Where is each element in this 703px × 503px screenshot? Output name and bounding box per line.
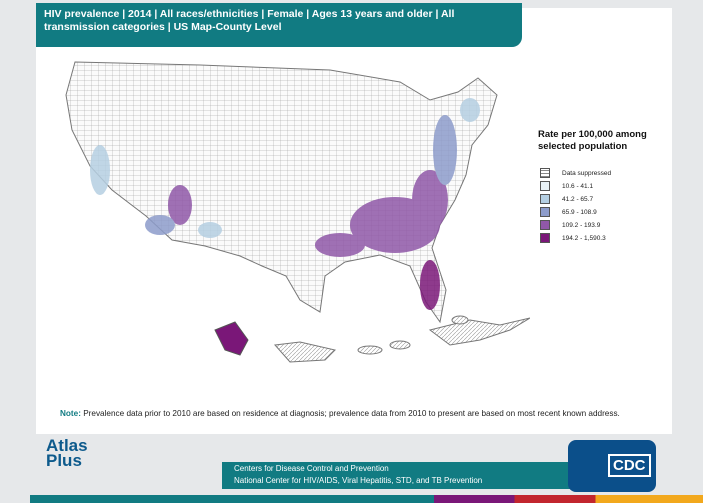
- alaska: [428, 317, 530, 346]
- note: Note: Prevalence data prior to 2010 are …: [60, 409, 620, 418]
- legend-item: 10.6 - 41.1: [540, 181, 670, 193]
- legend-item: 109.2 - 193.9: [540, 220, 670, 232]
- legend-title: Rate per 100,000 among selected populati…: [538, 129, 647, 152]
- footer: Centers for Disease Control and Preventi…: [222, 462, 584, 489]
- hawaii: [273, 341, 336, 363]
- high-rate-areas: [90, 98, 480, 310]
- plus-text: Plus: [46, 451, 82, 470]
- legend-label: 194.2 - 1,590.3: [562, 235, 606, 242]
- legend-label: 109.2 - 193.9: [562, 222, 601, 229]
- atlas-logo: Atlas Plus: [46, 436, 88, 470]
- inset-area: [214, 321, 249, 356]
- legend-swatch: [540, 168, 550, 178]
- header-title: HIV prevalence | 2014 | All races/ethnic…: [36, 3, 522, 47]
- bottom-stripe: [30, 495, 703, 503]
- legend-swatch: [540, 207, 550, 217]
- legend-item: Data suppressed: [540, 168, 670, 180]
- legend-item: 41.2 - 65.7: [540, 194, 670, 206]
- note-label: Note:: [60, 409, 81, 418]
- legend-label: 10.6 - 41.1: [562, 183, 594, 190]
- legend-label: Data suppressed: [562, 170, 612, 177]
- legend-swatch: [540, 194, 550, 204]
- atlas-text: Atlas: [46, 436, 88, 455]
- legend-item: 65.9 - 108.9: [540, 207, 670, 219]
- legend-swatch: [540, 181, 550, 191]
- cdc-text: CDC: [608, 454, 651, 477]
- map: [65, 61, 530, 363]
- legend-label: 65.9 - 108.9: [562, 209, 597, 216]
- legend-label: 41.2 - 65.7: [562, 196, 594, 203]
- islands: [357, 315, 469, 355]
- legend-swatch: [540, 220, 550, 230]
- legend-swatch: [540, 233, 550, 243]
- cdc-logo: CDC: [568, 440, 656, 492]
- footer-line: Centers for Disease Control and Preventi…: [234, 464, 389, 473]
- footer-line: National Center for HIV/AIDS, Viral Hepa…: [234, 476, 483, 485]
- legend-item: 194.2 - 1,590.3: [540, 233, 670, 245]
- note-text: Prevalence data prior to 2010 are based …: [83, 409, 620, 418]
